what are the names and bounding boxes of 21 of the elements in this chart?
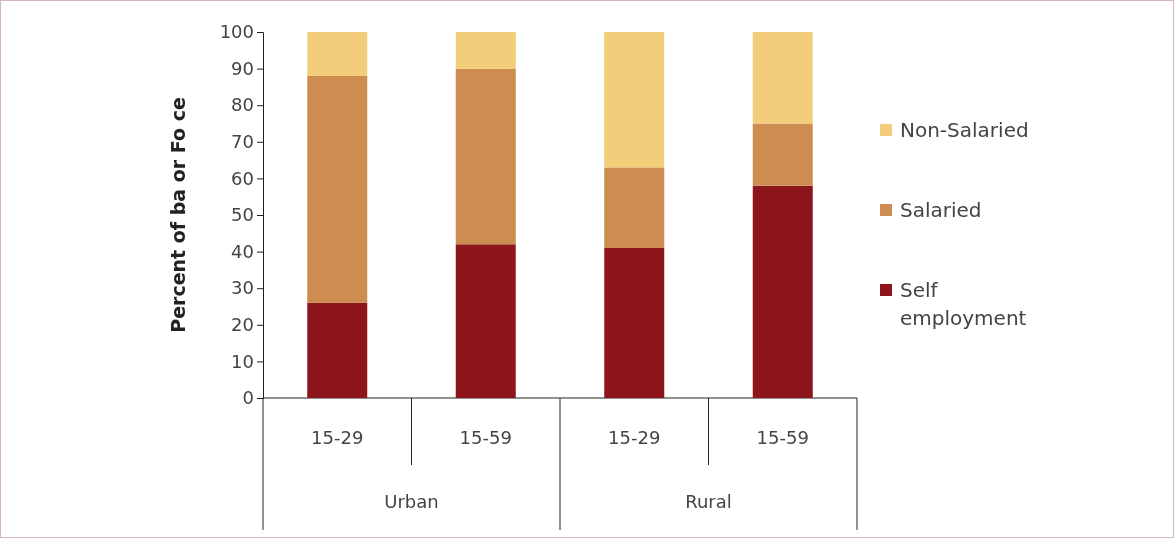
y-tick-label: 70 [231, 131, 254, 153]
y-tick-label: 80 [231, 94, 254, 116]
text: Rural [685, 491, 732, 512]
y-tick-label: 0 [242, 387, 254, 409]
x-tick-label: 15-29 [608, 427, 661, 448]
text: Urban [384, 491, 439, 512]
y-tick-label: 90 [231, 57, 254, 79]
x-tick-label: 15-59 [756, 427, 809, 448]
x-tick-label: 15-59 [459, 427, 512, 448]
y-tick-label: 30 [231, 277, 254, 299]
y-tick-label: 100 [219, 21, 254, 43]
y-tick-label: 40 [231, 240, 254, 262]
y-axis-title: Percent of ba or Fo ce [167, 97, 189, 333]
y-tick-label: 50 [231, 204, 254, 226]
x-tick-label: 15-29 [311, 427, 364, 448]
y-tick-label: 10 [231, 350, 254, 372]
legend-label: Self employment [900, 278, 1027, 330]
y-tick-label: 20 [231, 314, 254, 336]
legend-label: Salaried [900, 198, 982, 222]
legend-label: Non-Salaried [900, 118, 1029, 142]
y-tick-label: 60 [231, 167, 254, 189]
